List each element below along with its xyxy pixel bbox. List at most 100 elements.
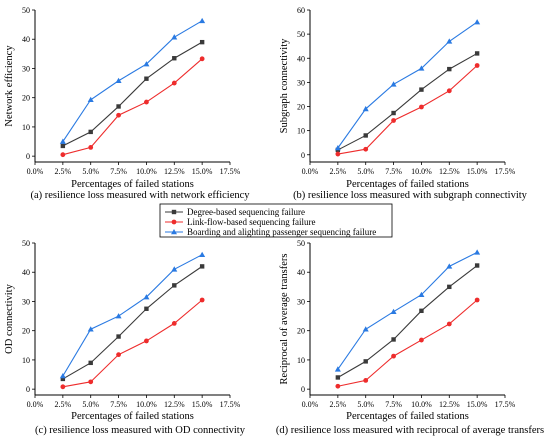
data-point [171, 34, 178, 40]
data-point [199, 264, 205, 269]
chart-panel-1: 0 10 20 30 40 50 0.0% 2.5% 5.0% 7.5% 10.0% 12.5% 15.… [4, 6, 250, 201]
x-tick-label: 7.5% [110, 400, 127, 409]
data-point [171, 266, 178, 272]
data-point [362, 326, 369, 332]
data-point [474, 19, 481, 25]
legend-marker [171, 229, 177, 235]
data-point [446, 88, 452, 94]
x-tick-label: 5.0% [82, 167, 99, 176]
data-point [59, 373, 66, 379]
y-tick-label: 50 [297, 30, 305, 39]
chart-panel-4: 0 10 20 30 40 50 0.0% 2.5% 5.0% 7.5% 10.0% 12.5% 15.… [276, 239, 544, 436]
x-tick-label: 10.0% [411, 400, 432, 409]
panel-caption: (d) resilience loss measured with recipr… [276, 425, 544, 436]
y-axis-label: Subgraph connectivity [279, 38, 290, 134]
y-tick-label: 50 [22, 239, 30, 248]
series-line-1 [337, 265, 478, 378]
series-line-2 [337, 65, 478, 155]
y-tick-label: 0 [26, 385, 30, 394]
x-tick-label: 7.5% [385, 400, 402, 409]
x-tick-label: 15.0% [467, 400, 488, 409]
y-tick-label: 10 [22, 356, 30, 365]
x-tick-label: 17.5% [495, 400, 516, 409]
legend-marker [171, 209, 177, 215]
series-line-2 [337, 299, 478, 387]
chart-panel-3: 0 10 20 30 40 50 0.0% 2.5% 5.0% 7.5% 10.0% 12.5% 15.… [4, 239, 246, 436]
data-point [60, 152, 66, 158]
y-tick-label: 0 [301, 151, 305, 160]
data-point [144, 76, 149, 81]
x-tick-label: 15.0% [467, 167, 488, 176]
y-tick-label: 30 [297, 297, 305, 306]
x-tick-label: 12.5% [164, 167, 185, 176]
x-tick-label: 0.0% [302, 400, 319, 409]
data-point [87, 96, 94, 103]
data-point [60, 143, 66, 149]
legend-box [159, 203, 393, 238]
data-point [363, 359, 368, 364]
series-line-3 [62, 20, 203, 142]
data-point [199, 297, 205, 303]
x-tick-label: 7.5% [110, 167, 127, 176]
data-point [59, 138, 66, 144]
x-tick-label: 12.5% [439, 167, 460, 176]
x-tick-label: 17.5% [220, 167, 241, 176]
x-tick-label: 5.0% [82, 400, 99, 409]
data-point [88, 360, 93, 366]
data-point [88, 379, 94, 385]
x-tick-label: 10.0% [136, 400, 157, 409]
y-tick-label: 50 [297, 239, 305, 248]
y-tick-label: 20 [22, 94, 30, 103]
data-point [172, 56, 177, 61]
data-point [335, 375, 341, 380]
data-point [447, 66, 452, 72]
data-point [474, 249, 481, 255]
data-point [391, 337, 396, 342]
x-tick-label: 12.5% [439, 400, 460, 409]
y-tick-label: 20 [297, 103, 305, 112]
chart-panel-2: 0 10 20 30 40 50 60 0.0% 2.5% 5.0% 7.5% 10.0% 12.5% 1… [279, 6, 528, 201]
series-line-3 [62, 254, 203, 377]
x-tick-label: 15.0% [192, 167, 213, 176]
x-tick-label: 17.5% [220, 400, 241, 409]
x-tick-label: 5.0% [357, 167, 374, 176]
series-line-1 [62, 41, 203, 147]
x-tick-label: 0.0% [302, 167, 319, 176]
x-tick-label: 15.0% [192, 400, 213, 409]
data-point [171, 80, 177, 86]
data-point [446, 263, 453, 269]
series-line-3 [337, 21, 478, 149]
legend-label: Boarding and alighting passenger sequenc… [187, 227, 376, 237]
panel-caption: (b) resilience loss measured with subgra… [293, 190, 528, 201]
x-tick-label: 2.5% [55, 400, 72, 409]
data-point [391, 110, 396, 116]
legend-label: Degree-based sequencing failure [187, 207, 305, 217]
data-point [334, 366, 341, 372]
data-point [390, 308, 397, 314]
data-point [144, 338, 149, 344]
data-point [474, 63, 480, 68]
data-point [391, 353, 396, 359]
x-tick-label: 5.0% [357, 400, 374, 409]
data-point [60, 384, 66, 390]
data-point [116, 104, 121, 109]
data-point [116, 334, 121, 339]
y-axis-label: Network efficiency [4, 45, 15, 127]
y-tick-label: 30 [22, 64, 30, 73]
data-point [335, 383, 341, 389]
data-point [446, 38, 453, 44]
x-axis-label: Percentages of failed stations [346, 179, 469, 190]
data-point [334, 145, 341, 151]
x-tick-label: 2.5% [330, 400, 347, 409]
data-point [87, 326, 94, 332]
series-line-2 [62, 58, 203, 156]
x-tick-label: 12.5% [164, 400, 185, 409]
x-tick-label: 2.5% [55, 167, 72, 176]
y-tick-label: 10 [297, 356, 305, 365]
y-tick-label: 0 [301, 385, 305, 394]
data-point [419, 308, 424, 314]
data-point [418, 65, 425, 71]
data-point [199, 251, 206, 257]
series-line-3 [337, 251, 478, 370]
y-axis-label: Reciprocal of average transfers [279, 254, 290, 385]
